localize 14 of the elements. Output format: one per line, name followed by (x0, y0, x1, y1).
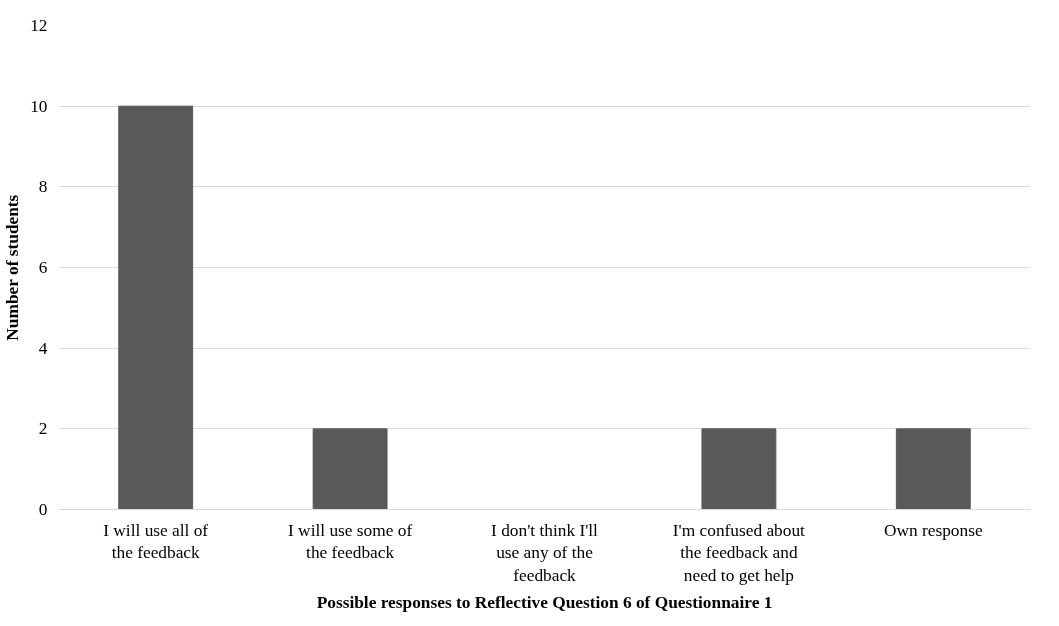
x-tick-label: I will use all of the feedback (103, 520, 209, 563)
y-tick-label: 10 (30, 96, 48, 116)
x-tick-label: I don't think I'll use any of the feedback (491, 520, 599, 586)
y-tick-label: 6 (38, 258, 48, 277)
y-tick-label: 12 (30, 16, 48, 35)
y-tick-label: 0 (38, 500, 48, 519)
y-axis-title: Number of students (3, 194, 23, 341)
x-tick-label: I will use some of the feedback (288, 520, 413, 563)
y-tick-label: 8 (38, 177, 48, 197)
y-tick-label: 2 (38, 419, 48, 439)
x-tick-label: Own response (883, 520, 983, 540)
x-tick-label: I'm confused about the feedback and need to get help (672, 520, 806, 586)
y-tick-label: 4 (38, 338, 48, 358)
x-axis-title: Possible responses to Reflective Question 6 of Questionnaire 1 (316, 593, 773, 613)
